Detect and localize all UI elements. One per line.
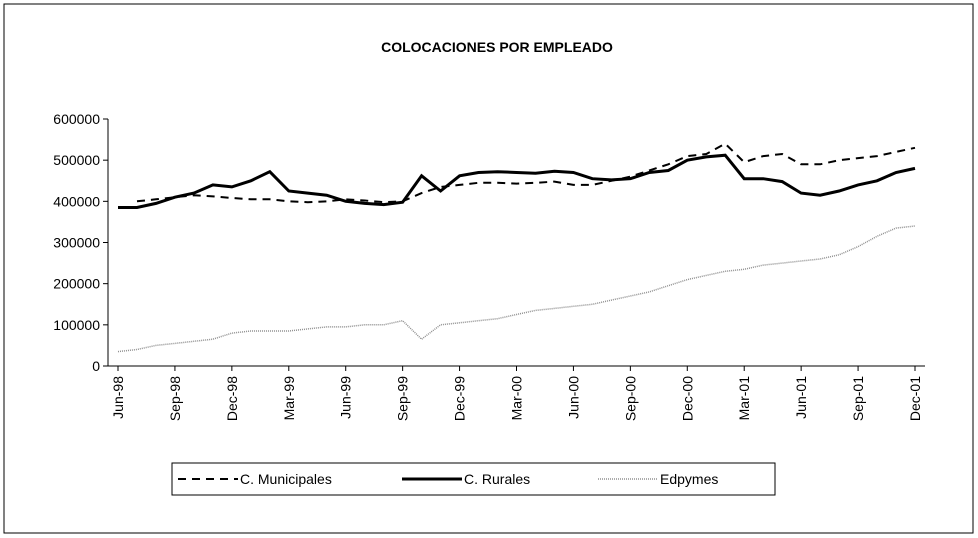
series-line <box>118 153 916 209</box>
x-tick-label: Jun-00 <box>565 376 581 419</box>
x-tick-label: Jun-99 <box>338 376 354 419</box>
y-tick-label: 600000 <box>53 111 100 127</box>
chart-title: COLOCACIONES POR EMPLEADO <box>381 39 613 55</box>
x-tick-label: Sep-00 <box>622 376 638 421</box>
x-tick-label: Sep-98 <box>167 376 183 421</box>
x-tick-label: Mar-00 <box>509 376 525 421</box>
x-tick-label: Sep-01 <box>850 376 866 421</box>
legend-label: C. Rurales <box>464 471 530 487</box>
x-tick-label: Dec-99 <box>452 376 468 421</box>
frame <box>3 3 974 534</box>
series-line <box>117 225 916 353</box>
legend: C. Municipales C. Rurales Edpymes <box>171 462 776 496</box>
legend-label: C. Municipales <box>240 471 332 487</box>
y-tick-label: 400000 <box>53 193 100 209</box>
series-line <box>136 142 916 204</box>
x-tick-label: Dec-98 <box>224 376 240 421</box>
x-tick-label: Mar-01 <box>736 376 752 421</box>
y-tick-label: 200000 <box>53 276 100 292</box>
legend-label: Edpymes <box>660 471 718 487</box>
x-tick-label: Jun-98 <box>110 376 126 419</box>
x-tick-label: Dec-00 <box>679 376 695 421</box>
y-tick-label: 0 <box>92 358 100 374</box>
legend-box <box>171 462 776 496</box>
x-tick-label: Sep-99 <box>395 376 411 421</box>
y-tick-label: 500000 <box>53 152 100 168</box>
y-tick-label: 100000 <box>53 317 100 333</box>
y-tick-label: 300000 <box>53 235 100 251</box>
x-tick-label: Mar-99 <box>281 376 297 421</box>
x-tick-label: Jun-01 <box>793 376 809 419</box>
x-tick-label: Dec-01 <box>907 376 923 421</box>
